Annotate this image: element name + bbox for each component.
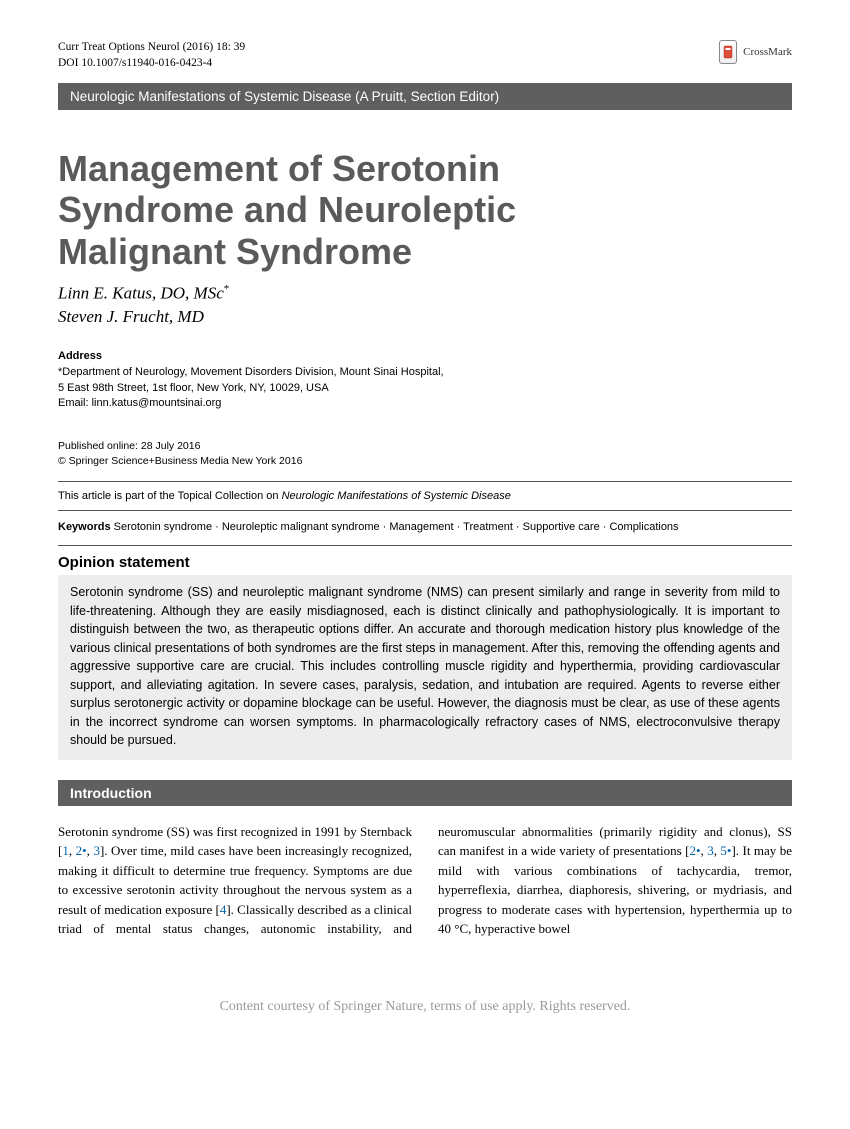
divider [58,510,792,511]
opinion-statement-heading: Opinion statement [58,554,792,571]
introduction-heading: Introduction [58,780,792,806]
introduction-body: Serotonin syndrome (SS) was first recogn… [58,822,792,939]
author-list: Linn E. Katus, DO, MSc* Steven J. Frucht… [58,282,792,329]
journal-citation-block: Curr Treat Options Neurol (2016) 18: 39 … [58,40,245,71]
address-block: Address *Department of Neurology, Moveme… [58,349,792,412]
opinion-statement-body: Serotonin syndrome (SS) and neuroleptic … [58,575,792,760]
author-1: Linn E. Katus, DO, MSc* [58,282,792,306]
page-header: Curr Treat Options Neurol (2016) 18: 39 … [58,40,792,71]
footer-attribution: Content courtesy of Springer Nature, ter… [58,999,792,1015]
published-online: Published online: 28 July 2016 [58,439,792,454]
keywords: Keywords Serotonin syndrome · Neurolepti… [58,519,792,536]
section-editor-bar: Neurologic Manifestations of Systemic Di… [58,83,792,110]
copyright: © Springer Science+Business Media New Yo… [58,454,792,469]
address-email: Email: linn.katus@mountsinai.org [58,396,792,411]
divider [58,545,792,546]
author-2: Steven J. Frucht, MD [58,306,792,329]
crossmark-label: CrossMark [743,46,792,58]
ref-link-2[interactable]: 2• [76,843,87,858]
address-line-2: 5 East 98th Street, 1st floor, New York,… [58,381,792,396]
ref-link-5[interactable]: 2• [689,843,700,858]
divider [58,481,792,482]
ref-link-7[interactable]: 5• [720,843,731,858]
journal-citation: Curr Treat Options Neurol (2016) 18: 39 [58,40,245,56]
crossmark-badge[interactable]: CrossMark [719,40,792,64]
address-line-1: *Department of Neurology, Movement Disor… [58,365,792,380]
topical-collection-note: This article is part of the Topical Coll… [58,490,792,502]
address-heading: Address [58,349,792,364]
publication-info: Published online: 28 July 2016 © Springe… [58,439,792,468]
doi: DOI 10.1007/s11940-016-0423-4 [58,56,245,72]
article-title: Management of Serotonin Syndrome and Neu… [58,148,638,272]
crossmark-icon [719,40,737,64]
